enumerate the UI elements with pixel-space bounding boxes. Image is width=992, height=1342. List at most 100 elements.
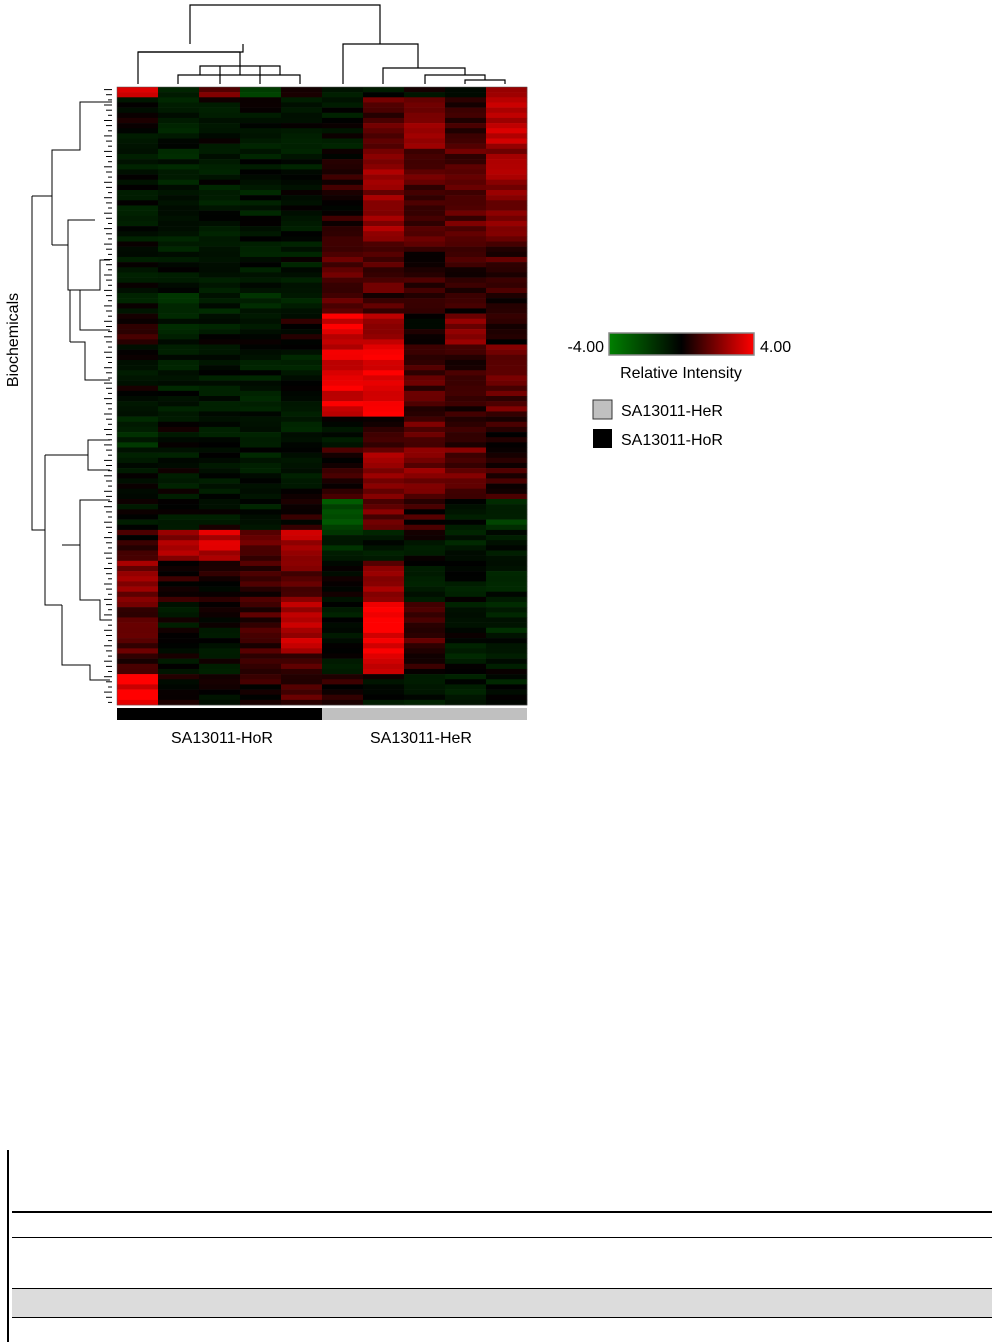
heatmap-cell <box>117 349 159 356</box>
heatmap-cell <box>240 390 282 397</box>
heatmap-cell <box>240 298 282 304</box>
heatmap-cell <box>158 462 200 469</box>
heatmap-cell <box>117 540 159 546</box>
heatmap-cell <box>281 143 323 150</box>
heatmap-cell <box>199 632 241 639</box>
heatmap-cell <box>281 241 323 247</box>
heatmap-cell <box>199 555 241 562</box>
heatmap-cell <box>322 411 364 417</box>
heatmap-cell <box>404 308 446 314</box>
heatmap-cell <box>199 571 241 577</box>
heatmap-cell <box>322 581 364 587</box>
heatmap-cell <box>199 648 241 654</box>
heatmap-cell <box>281 179 323 186</box>
heatmap-cell <box>281 426 323 433</box>
heatmap-cell <box>486 632 528 639</box>
heatmap-cell <box>363 385 405 392</box>
heatmap-cell <box>486 102 528 108</box>
heatmap-cell <box>404 267 446 273</box>
heatmap-cell <box>117 282 159 289</box>
heatmap-cell <box>158 256 200 263</box>
heatmap-cell <box>404 241 446 247</box>
heatmap-cell <box>281 581 323 587</box>
heatmap-cell <box>445 432 487 438</box>
heatmap-cell <box>240 560 282 567</box>
heatmap-cell <box>445 478 487 484</box>
heatmap-cell <box>240 648 282 654</box>
heatmap-cell <box>117 694 159 701</box>
heatmap-cell <box>117 602 159 608</box>
heatmap-cell <box>199 256 241 263</box>
heatmap-cell <box>199 576 241 582</box>
heatmap-cell <box>322 303 364 309</box>
heatmap-cell <box>240 226 282 232</box>
heatmap-cell <box>445 674 487 680</box>
heatmap-cell <box>117 658 159 665</box>
heatmap-cell <box>322 442 364 448</box>
heatmap-cell <box>445 406 487 412</box>
heatmap-cell <box>281 586 323 592</box>
heatmap-cell <box>240 622 282 629</box>
heatmap-cell <box>240 236 282 242</box>
heatmap-cell <box>158 396 200 402</box>
heatmap-cell <box>117 473 159 479</box>
heatmap-cell <box>363 195 405 201</box>
heatmap-cell <box>445 267 487 273</box>
heatmap-cell <box>486 447 528 453</box>
heatmap-cell <box>117 581 159 587</box>
heatmap-cell <box>199 277 241 283</box>
heatmap-cell <box>281 622 323 629</box>
heatmap-cell <box>445 643 487 649</box>
heatmap-cell <box>281 421 323 428</box>
heatmap-cell <box>445 164 487 170</box>
heatmap-cell <box>363 231 405 237</box>
heatmap-cell <box>363 607 405 613</box>
heatmap-cell <box>404 627 446 634</box>
heatmap-cell <box>445 205 487 211</box>
heatmap-cell <box>199 215 241 222</box>
heatmap-cell <box>322 339 364 345</box>
heatmap-cell <box>117 313 159 320</box>
heatmap-cell <box>404 102 446 108</box>
heatmap-cell <box>322 102 364 108</box>
heatmap-cell <box>486 591 528 598</box>
heatmap-cell <box>158 488 200 495</box>
heatmap-cell <box>240 128 282 134</box>
heatmap-cell <box>486 514 528 520</box>
heatmap-cell <box>199 478 241 484</box>
heatmap-cell <box>445 535 487 541</box>
heatmap-cell <box>281 632 323 639</box>
heatmap-cell <box>486 339 528 345</box>
heatmap-cell <box>158 617 200 623</box>
heatmap-cell <box>445 411 487 417</box>
heatmap-cell <box>199 226 241 232</box>
heatmap-cell <box>363 334 405 340</box>
heatmap-cell <box>158 653 200 659</box>
heatmap-cell <box>240 617 282 623</box>
heatmap-cell <box>240 514 282 520</box>
heatmap-cell <box>404 565 446 572</box>
heatmap-cell <box>404 586 446 592</box>
heatmap-cell <box>445 174 487 180</box>
heatmap-cell <box>404 694 446 701</box>
heatmap-cell <box>240 262 282 268</box>
heatmap-cell <box>322 545 364 551</box>
heatmap-cell <box>404 519 446 526</box>
heatmap-cell <box>363 586 405 592</box>
heatmap-cell <box>404 468 446 474</box>
heatmap-cell <box>445 298 487 304</box>
heatmap-cell <box>199 535 241 541</box>
heatmap-cell <box>486 437 528 443</box>
heatmap-cell <box>240 653 282 659</box>
heatmap-cell <box>404 457 446 464</box>
heatmap-cell <box>445 272 487 278</box>
heatmap-cell <box>363 262 405 268</box>
heatmap-cell <box>363 313 405 320</box>
heatmap-cell <box>445 540 487 546</box>
heatmap-cell <box>404 375 446 381</box>
heatmap-cell <box>363 483 405 489</box>
heatmap-cell <box>445 385 487 392</box>
heatmap-cell <box>117 298 159 304</box>
heatmap-cell <box>117 365 159 371</box>
heatmap-cell <box>199 432 241 438</box>
